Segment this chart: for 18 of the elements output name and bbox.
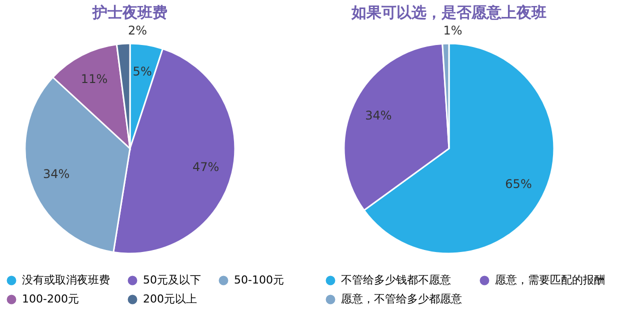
legend-label: 没有或取消夜班费: [22, 274, 110, 287]
legend-label: 愿意，不管给多少都愿意: [341, 292, 462, 306]
legend-label: 愿意，需要匹配的报酬: [495, 274, 605, 287]
data-label: 34%: [365, 108, 392, 122]
data-label: 5%: [132, 64, 152, 78]
legend-label: 100-200元: [22, 292, 79, 306]
slice-label: 不管给多少钱都不愿意: [341, 274, 451, 287]
legend-label: 50元及以下: [143, 274, 201, 287]
legend-label: 50-100元: [234, 274, 284, 287]
data-label: 2%: [128, 24, 148, 38]
data-label: 11%: [80, 72, 108, 86]
data-label: 65%: [505, 176, 532, 191]
data-label: 34%: [42, 167, 70, 182]
data-label: 47%: [192, 160, 220, 174]
data-label: 1%: [443, 24, 462, 38]
chart-title: 如果可以选，是否愿意上夜班: [350, 4, 546, 22]
legend-label: 200元以上: [143, 292, 197, 306]
chart-title: 护士夜班费: [92, 4, 168, 22]
